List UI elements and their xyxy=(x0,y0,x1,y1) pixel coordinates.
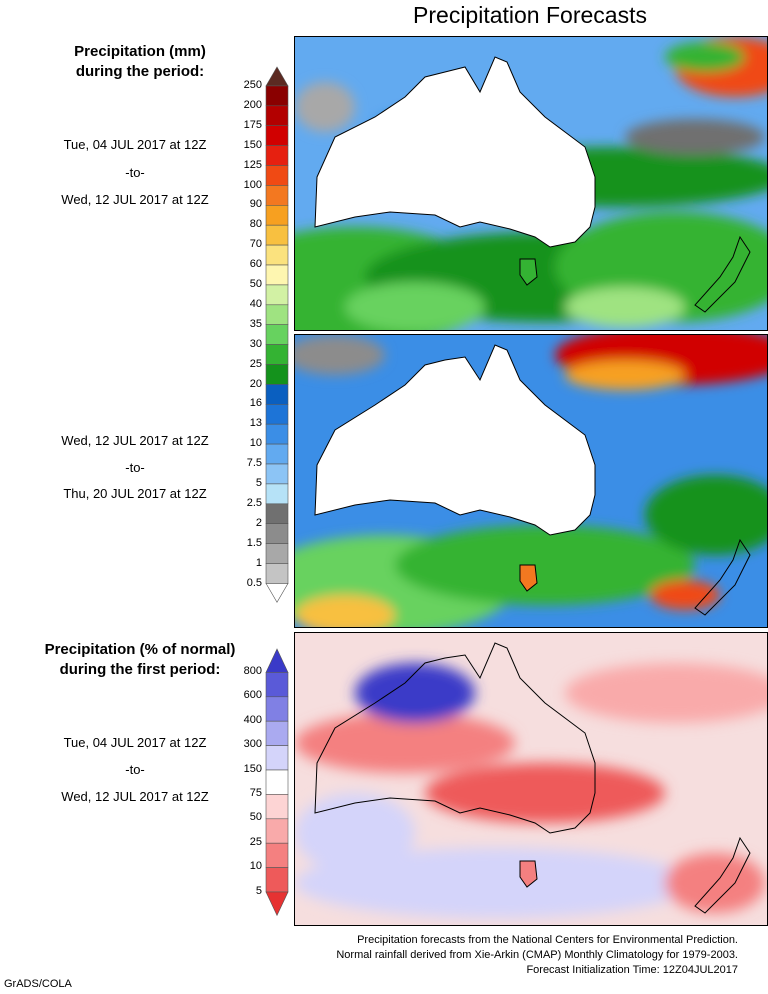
precip-percent-legend-label: 800 xyxy=(243,665,262,677)
precip-percent-legend-segment xyxy=(265,842,289,868)
panel1-separator: -to- xyxy=(125,165,145,180)
precip-percent-legend-label: 10 xyxy=(249,860,262,873)
panel3-end-date: Wed, 12 JUL 2017 at 12Z xyxy=(61,789,209,804)
precip-percent-legend-label: 50 xyxy=(249,811,262,824)
precip-percent-legend-segment xyxy=(265,720,289,746)
panel2-start-date: Wed, 12 JUL 2017 at 12Z xyxy=(61,433,209,448)
precip-percent-legend-segment xyxy=(265,818,289,844)
precip-percent-legend-label: 400 xyxy=(243,713,262,726)
precip-percent-legend-segment xyxy=(265,696,289,722)
precip-mm-legend-label: 200 xyxy=(243,98,262,111)
precip-mm-legend-label: 30 xyxy=(249,337,262,350)
precip-mm-legend-label: 2.5 xyxy=(246,496,262,509)
precip-mm-legend-label: 150 xyxy=(243,138,262,151)
panel1-end-date: Wed, 12 JUL 2017 at 12Z xyxy=(61,192,209,207)
precip-percent-legend-label: 150 xyxy=(243,762,262,775)
panel1-header-line1: Precipitation (mm) xyxy=(74,43,206,60)
precip-mm-legend-label: 1.5 xyxy=(246,536,262,549)
panel1-header-line2: during the period: xyxy=(75,63,205,80)
precip-percent-legend-label: 5 xyxy=(255,884,262,897)
panel2-end-date: Thu, 20 JUL 2017 at 12Z xyxy=(63,486,207,501)
precip-mm-legend-label: 100 xyxy=(243,178,262,191)
precip-mm-legend-label: 0.5 xyxy=(246,576,262,589)
precip-mm-legend-label: 1 xyxy=(255,556,262,569)
page-title: Precipitation Forecasts xyxy=(413,2,647,28)
precip-mm-legend-label: 5 xyxy=(255,477,262,489)
precip-percent-legend-label: 600 xyxy=(243,689,262,702)
panel2-separator: -to- xyxy=(125,460,145,475)
precip-mm-legend-label: 175 xyxy=(243,118,262,131)
precip-percent-legend-segment xyxy=(265,671,289,697)
map-week2-precip xyxy=(294,334,768,628)
precip-mm-legend-label: 2 xyxy=(255,516,262,529)
precip-mm-legend-label: 25 xyxy=(249,357,262,370)
precip-mm-legend-label: 125 xyxy=(243,158,262,171)
precip-mm-legend-label: 16 xyxy=(249,397,262,410)
precip-mm-legend-label: 13 xyxy=(249,417,262,430)
map-week1-precip xyxy=(294,36,768,331)
precip-mm-legend-label: 60 xyxy=(249,258,262,271)
precip-mm-legend-cap-bottom xyxy=(265,583,289,603)
panel3-separator: -to- xyxy=(125,762,145,777)
panel1-header: Precipitation (mm) during the period: xyxy=(0,42,280,82)
precip-percent-legend-colorbar xyxy=(265,647,289,916)
panel3-start-date: Tue, 04 JUL 2017 at 12Z xyxy=(63,735,207,750)
precip-mm-legend-label: 250 xyxy=(243,79,262,91)
precip-percent-legend: 800 600 400 300 150 75 50 25 10 5 xyxy=(0,0,300,930)
precip-mm-legend-label: 20 xyxy=(249,377,262,390)
precip-percent-legend-cap-top xyxy=(265,647,289,673)
precip-mm-legend-label: 10 xyxy=(249,437,262,450)
precip-percent-legend-label: 75 xyxy=(249,787,262,799)
precip-mm-legend-colorbar xyxy=(265,66,289,603)
footer-grads: GrADS/COLA xyxy=(4,978,72,990)
credit-line-2: Normal rainfall derived from Xie-Arkin (… xyxy=(336,949,738,961)
precip-percent-legend-segment xyxy=(265,866,289,892)
panel1-start-date: Tue, 04 JUL 2017 at 12Z xyxy=(63,137,207,152)
precip-mm-legend-label: 35 xyxy=(249,317,262,330)
precip-mm-legend-label: 50 xyxy=(249,278,262,290)
precip-mm-legend: 250 200 175 150 125 100 90 80 70 60 50 40 35 30 25 20 16… xyxy=(0,0,300,620)
precip-percent-legend-segment xyxy=(265,769,289,795)
map-percent-normal xyxy=(294,632,768,926)
precip-mm-legend-label: 7.5 xyxy=(246,457,262,470)
precip-percent-legend-cap-bottom xyxy=(265,891,289,916)
precip-mm-legend-label: 70 xyxy=(249,238,262,251)
precip-mm-legend-label: 80 xyxy=(249,218,262,231)
panel3-header-line1: Precipitation (% of normal) xyxy=(44,641,236,658)
precip-mm-legend-label: 40 xyxy=(249,297,262,310)
precip-percent-legend-segment xyxy=(265,744,289,770)
precip-percent-legend-segment xyxy=(265,793,289,819)
credit-line-3: Forecast Initialization Time: 12Z04JUL20… xyxy=(526,964,738,976)
precip-percent-legend-label: 300 xyxy=(243,738,262,751)
precip-percent-legend-label: 25 xyxy=(249,835,262,848)
panel3-header-line2: during the first period: xyxy=(59,661,221,678)
precip-mm-legend-label: 90 xyxy=(249,198,262,211)
panel3-header: Precipitation (% of normal) during the f… xyxy=(0,640,280,680)
credit-line-1: Precipitation forecasts from the Nationa… xyxy=(357,934,738,946)
